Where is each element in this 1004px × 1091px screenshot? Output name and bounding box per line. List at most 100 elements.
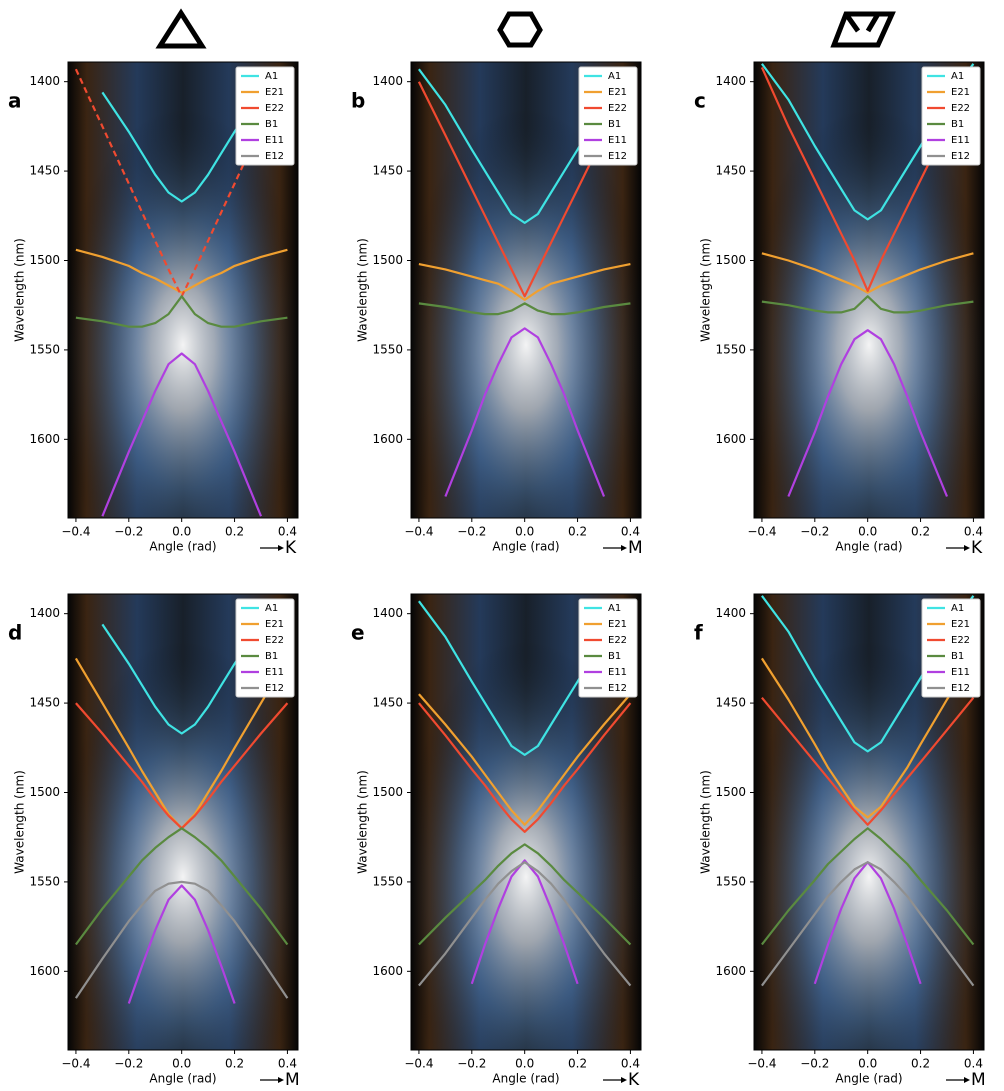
- panel-letter: a: [8, 89, 22, 113]
- legend-label: E22: [951, 635, 970, 646]
- x-axis-label: Angle (rad): [835, 1072, 902, 1086]
- legend-label: A1: [265, 603, 278, 614]
- x-axis-label: Angle (rad): [149, 540, 216, 554]
- y-tick-label: 1500: [29, 785, 60, 799]
- x-tick-label: −0.4: [61, 1057, 90, 1071]
- x-tick-label: −0.2: [457, 525, 486, 539]
- y-tick-label: 1500: [372, 253, 403, 267]
- x-tick-label: −0.4: [404, 1057, 433, 1071]
- y-tick-label: 1450: [29, 164, 60, 178]
- y-tick-label: 1550: [29, 874, 60, 888]
- arrow-head: [278, 545, 284, 551]
- x-tick-label: 0.0: [858, 525, 877, 539]
- series-line: [101, 352, 263, 517]
- y-tick-label: 1400: [29, 74, 60, 88]
- series-line: [760, 657, 975, 819]
- series-line: [418, 302, 631, 316]
- legend-label: B1: [608, 651, 621, 662]
- x-tick-label: 0.2: [911, 525, 930, 539]
- series-line: [418, 702, 632, 833]
- legend-label: E21: [265, 619, 284, 630]
- x-tick-label: 0.0: [172, 525, 191, 539]
- series-line: [760, 66, 975, 292]
- y-tick-label: 1600: [715, 964, 746, 978]
- series-line: [417, 81, 632, 298]
- x-tick-label: 0.4: [964, 1057, 983, 1071]
- legend-label: B1: [608, 119, 621, 130]
- plot-frame: [410, 61, 642, 519]
- y-tick-label: 1500: [29, 253, 60, 267]
- panel: 1400 1450 1500 1550 1600 −0.4 −0.2 0.0 0.2 0.4 Ang…: [351, 61, 643, 558]
- panel-letter: f: [694, 621, 703, 645]
- x-tick-label: 0.4: [278, 525, 297, 539]
- legend-label: A1: [951, 603, 964, 614]
- legend-label: E11: [951, 667, 970, 678]
- legend-label: E11: [951, 135, 970, 146]
- legend-label: E22: [265, 103, 284, 114]
- x-tick-label: 0.0: [515, 1057, 534, 1071]
- panel: 1400 1450 1500 1550 1600 −0.4 −0.2 0.0 0.2 0.4 Ang…: [694, 61, 985, 558]
- panel-letter: b: [351, 89, 365, 113]
- series-group: [760, 595, 975, 987]
- y-axis-label: Wavelength (nm): [356, 770, 370, 874]
- x-tick-label: −0.4: [404, 525, 433, 539]
- y-tick-label: 1500: [372, 785, 403, 799]
- x-tick-label: −0.4: [61, 525, 90, 539]
- series-line: [418, 843, 632, 946]
- series-line: [761, 697, 975, 826]
- x-tick-label: −0.2: [114, 525, 143, 539]
- y-tick-label: 1600: [29, 964, 60, 978]
- series-line: [761, 295, 974, 314]
- legend-label: A1: [951, 71, 964, 82]
- arrow-head: [621, 545, 627, 551]
- y-tick-label: 1600: [29, 432, 60, 446]
- series-line: [418, 263, 631, 301]
- x-tick-label: 0.0: [858, 1057, 877, 1071]
- y-tick-label: 1550: [29, 342, 60, 356]
- y-tick-label: 1600: [372, 964, 403, 978]
- panel: 1400 1450 1500 1550 1600 −0.4 −0.2 0.0 0.2 0.4 Ang…: [694, 593, 986, 1090]
- legend-label: E12: [265, 683, 284, 694]
- legend-label: E11: [608, 135, 627, 146]
- y-tick-label: 1400: [372, 606, 403, 620]
- series-line: [75, 248, 288, 294]
- x-tick-label: −0.4: [747, 1057, 776, 1071]
- panel-letter: c: [694, 89, 706, 113]
- x-tick-label: 0.4: [621, 1057, 640, 1071]
- legend-label: B1: [265, 651, 278, 662]
- series-line: [75, 827, 289, 946]
- y-tick-label: 1500: [715, 785, 746, 799]
- series-line: [444, 327, 606, 497]
- triangle-icon: [155, 8, 207, 49]
- legend-label: E12: [951, 151, 970, 162]
- y-axis-label: Wavelength (nm): [13, 770, 27, 874]
- kagome-icon: [830, 11, 896, 48]
- y-tick-label: 1550: [715, 342, 746, 356]
- legend-label: E21: [951, 87, 970, 98]
- x-tick-label: 0.4: [278, 1057, 297, 1071]
- legend-label: B1: [951, 119, 964, 130]
- y-tick-label: 1600: [372, 432, 403, 446]
- x-tick-label: −0.4: [747, 525, 776, 539]
- legend-label: B1: [265, 119, 278, 130]
- panel: 1400 1450 1500 1550 1600 −0.4 −0.2 0.0 0.2 0.4 Ang…: [8, 593, 300, 1090]
- series-group: [74, 68, 289, 517]
- legend-label: E21: [608, 87, 627, 98]
- panel-letter: d: [8, 621, 22, 645]
- x-tick-label: 0.0: [172, 1057, 191, 1071]
- x-tick-label: 0.2: [225, 525, 244, 539]
- legend-label: E22: [951, 103, 970, 114]
- series-line: [418, 861, 632, 987]
- x-axis-label: Angle (rad): [492, 540, 559, 554]
- plot-frame: [410, 593, 642, 1051]
- legend-label: B1: [951, 651, 964, 662]
- direction-label: M: [285, 1070, 300, 1090]
- series-group: [760, 63, 975, 497]
- legend-label: E21: [265, 87, 284, 98]
- y-tick-label: 1500: [715, 253, 746, 267]
- x-tick-label: 0.2: [568, 525, 587, 539]
- legend-label: E12: [608, 683, 627, 694]
- series-line: [418, 68, 632, 224]
- plot-frame: [67, 593, 299, 1051]
- legend-label: E12: [265, 151, 284, 162]
